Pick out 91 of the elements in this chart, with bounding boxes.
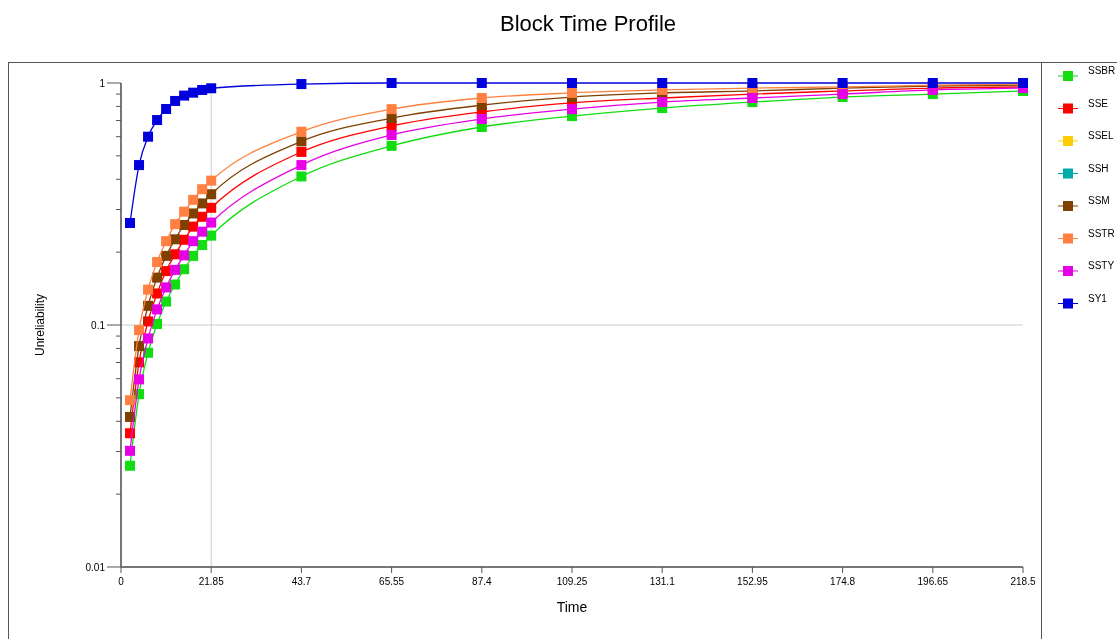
point — [179, 206, 190, 217]
point — [567, 104, 577, 115]
point — [476, 78, 487, 88]
point — [170, 279, 181, 290]
point — [567, 78, 577, 88]
x-tick-label: 65.55 — [379, 576, 405, 587]
point — [152, 257, 163, 268]
legend-label: SSTR — [1088, 227, 1115, 239]
point — [161, 282, 172, 293]
legend-label: SSTY — [1088, 260, 1115, 271]
point — [134, 325, 145, 336]
point — [296, 171, 307, 182]
point — [143, 333, 154, 344]
point — [134, 374, 145, 385]
point — [206, 175, 217, 186]
point — [197, 240, 208, 251]
y-axis-title: Unreliability — [33, 293, 47, 357]
point — [179, 219, 190, 230]
point — [206, 230, 217, 241]
point — [179, 90, 190, 101]
x-tick-label: 43.7 — [291, 576, 312, 587]
point — [188, 236, 199, 247]
point — [476, 93, 487, 103]
point — [296, 79, 307, 90]
point — [206, 83, 217, 94]
point — [657, 97, 668, 108]
point — [197, 226, 208, 237]
point — [170, 234, 181, 245]
point — [170, 264, 181, 275]
legend-label: SSM — [1088, 195, 1110, 206]
point — [206, 202, 217, 213]
point — [179, 250, 190, 261]
point — [747, 78, 758, 88]
point — [206, 217, 217, 228]
point — [206, 189, 217, 200]
x-tick-label: 218.5 — [1010, 576, 1036, 587]
point — [143, 284, 154, 295]
point — [386, 113, 397, 124]
point — [125, 445, 136, 456]
point — [197, 198, 208, 209]
point — [161, 103, 172, 114]
point — [386, 104, 397, 115]
x-tick-label: 152.95 — [737, 576, 769, 587]
point — [747, 93, 758, 103]
legend-label: SY1 — [1088, 292, 1108, 304]
point — [188, 250, 199, 261]
x-tick-label: 196.65 — [917, 576, 949, 587]
point — [188, 194, 199, 205]
x-tick-label: 87.4 — [472, 576, 492, 587]
legend-label: SSH — [1088, 162, 1109, 174]
point — [197, 184, 208, 195]
point — [386, 78, 397, 88]
point — [296, 136, 307, 147]
point — [125, 460, 136, 471]
chart-title: Block Time Profile — [499, 11, 677, 36]
point — [152, 272, 163, 283]
point — [161, 236, 172, 247]
point — [386, 140, 397, 151]
point — [837, 78, 848, 88]
point — [125, 395, 136, 406]
legend-label: SSE — [1088, 97, 1109, 109]
point — [386, 129, 397, 140]
y-tick-label: 1 — [99, 77, 106, 89]
point — [152, 304, 163, 315]
point — [170, 95, 181, 106]
point — [296, 126, 307, 137]
point — [143, 131, 154, 142]
y-tick-label: 0.1 — [91, 319, 106, 331]
point — [161, 250, 172, 261]
point — [161, 296, 172, 307]
x-tick-label: 0 — [118, 576, 125, 587]
x-tick-label: 21.85 — [198, 576, 225, 587]
point — [134, 160, 145, 171]
point — [125, 217, 136, 228]
x-axis-title: Time — [556, 599, 588, 615]
point — [296, 160, 307, 171]
y-tick-label: 0.01 — [85, 561, 106, 573]
point — [170, 219, 181, 230]
point — [152, 115, 163, 126]
point — [188, 208, 199, 219]
point — [179, 264, 190, 275]
x-tick-label: 174.8 — [830, 576, 856, 587]
point — [567, 87, 577, 98]
point — [476, 114, 487, 124]
x-tick-label: 131.1 — [649, 576, 676, 587]
point — [152, 318, 163, 329]
point — [296, 146, 307, 157]
legend-label: SSEL — [1088, 130, 1115, 141]
x-tick-label: 109.25 — [556, 576, 588, 587]
point — [657, 78, 668, 88]
legend-label: SSBR — [1088, 65, 1116, 76]
